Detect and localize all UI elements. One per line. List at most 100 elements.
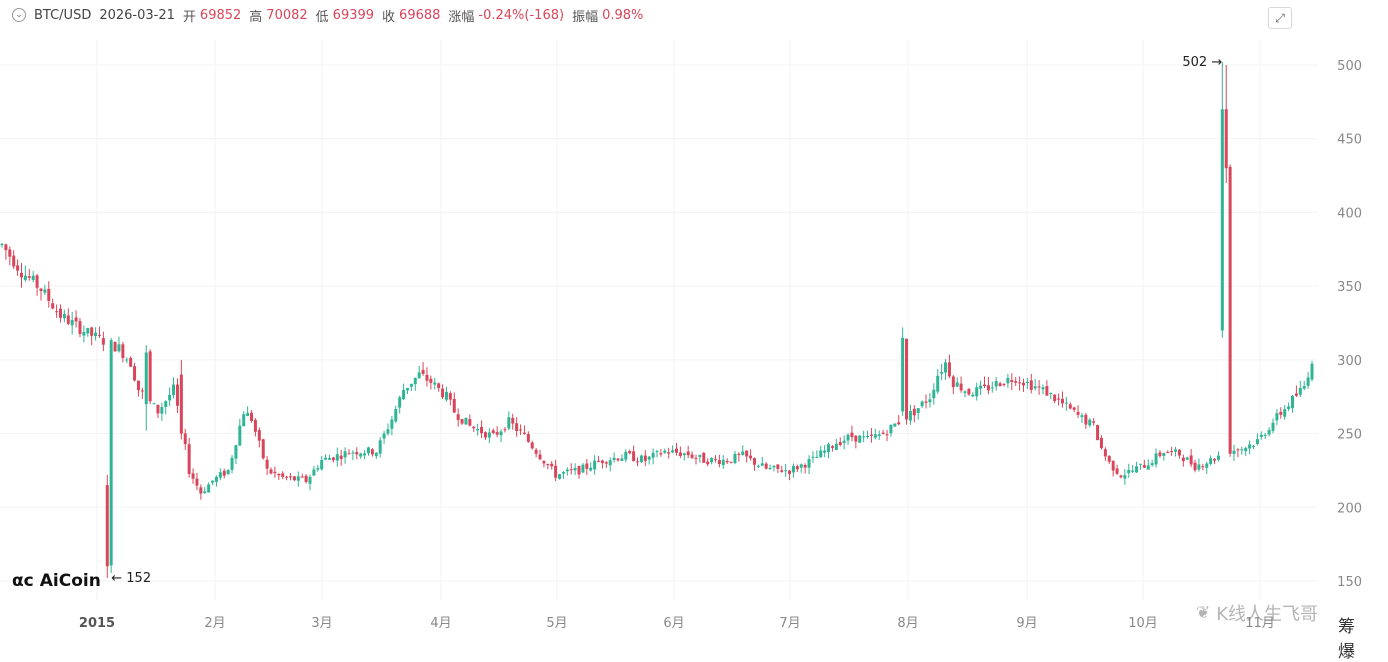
candle-body [573,468,577,471]
candle-body [129,357,133,367]
logo-text: AiCoin [39,571,101,591]
candle-body [1119,475,1123,478]
candle-body [764,463,768,469]
candle-body [1088,419,1092,426]
y-tick-label-1: 200 [1337,501,1362,516]
candle-body [269,469,273,474]
candle-body [8,249,12,257]
candle-body [105,485,109,567]
candle-body [23,275,27,280]
candle-body [125,359,129,361]
candle-body [1224,109,1228,169]
price-annotations: ← 152 502 → [111,55,1222,586]
candle-body [191,473,195,479]
chevron-down-icon[interactable]: ⌄ [12,8,26,22]
candle-body [19,272,23,278]
candle-body [312,469,316,476]
candle-body [772,465,776,468]
candle-body [238,425,242,446]
candle-body [850,432,854,438]
candle-body [881,432,885,434]
candle-body [394,409,398,422]
candle-body [1076,411,1080,415]
candle-body [1193,462,1197,471]
candle-body [682,453,686,456]
candle-body [593,460,597,470]
candle-body [226,469,230,475]
candle-body [0,244,4,246]
candle-body [335,454,339,461]
candle-body [873,434,877,438]
candle-body [386,429,390,434]
candle-body [998,383,1002,387]
candle-body [986,385,990,391]
candle-body [1142,465,1146,468]
candle-body [1037,386,1041,388]
x-tick-label-6: 7月 [779,616,800,631]
candle-body [706,461,710,465]
candle-body [27,276,31,278]
candle-body [725,460,729,463]
watermark-text: K线人生飞哥 [1216,604,1319,625]
candle-body [940,371,944,374]
candle-body [507,417,511,429]
candle-body [456,414,460,420]
high-value: 70082 [266,7,308,23]
candle-body [944,362,948,373]
candle-body [94,332,98,337]
candle-body [499,431,503,436]
candle-body [1259,434,1263,437]
candle-body [838,442,842,446]
corner-indicator-labels[interactable]: 筹 爆 [1338,617,1361,662]
candle-body [468,419,472,426]
candle-body [971,394,975,397]
high-annotation: 502 → [1182,55,1222,70]
candle-body [324,457,328,460]
candle-body [1021,382,1025,386]
candle-body [378,440,382,454]
fullscreen-icon[interactable]: ⤢ [1268,7,1292,29]
candle-body [690,454,694,458]
candle-body [1166,452,1170,454]
candle-body [522,432,526,434]
candle-body [1107,455,1111,462]
candle-body [659,453,663,455]
candle-body [1127,469,1131,474]
candle-body [1096,425,1100,441]
low-value: 69399 [332,7,375,23]
candle-body [928,399,932,403]
candle-body [164,401,168,408]
candle-body [799,464,803,468]
price-chart[interactable]: 150 200 250 300 350 400 450 500 2015 2月 3月 4月 5月 6月 7… [0,0,1388,640]
candle-body [1049,392,1053,395]
candle-body [519,429,523,431]
candle-body [273,471,277,474]
candle-body [862,436,866,438]
candle-body [1267,430,1271,435]
candle-body [242,414,246,427]
x-tick-label-3: 4月 [430,616,451,631]
candle-body [959,383,963,391]
candle-body [1045,386,1049,396]
candle-body [717,460,721,464]
candle-body [542,460,546,464]
candle-body [253,419,257,432]
candle-body [405,387,409,391]
candle-body [1306,377,1310,386]
candle-body [737,454,741,456]
candle-body [277,474,281,476]
candle-body [979,385,983,389]
candle-body [589,467,593,471]
candle-body [43,289,47,293]
candle-body [558,474,562,479]
candle-body [113,342,117,352]
candle-body [655,451,659,453]
x-tick-label-4: 5月 [546,616,567,631]
candle-body [768,467,772,469]
x-tick-label-9: 10月 [1128,616,1158,631]
candle-body [846,434,850,441]
candle-body [651,452,655,458]
candle-body [530,442,534,449]
date-label: 2026-03-21 [99,7,175,23]
candle-body [791,466,795,473]
